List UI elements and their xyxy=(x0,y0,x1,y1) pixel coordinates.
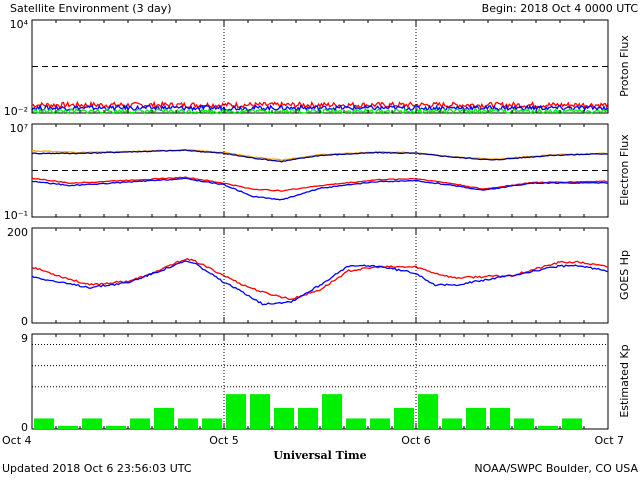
kp-bar xyxy=(418,394,438,429)
chart-title: Satellite Environment (3 day) xyxy=(10,2,172,15)
x-tick-label: Oct 6 xyxy=(401,434,431,447)
kp-bar xyxy=(250,394,270,429)
y-tick-label-top: 9 xyxy=(21,332,28,345)
kp-bar xyxy=(322,394,342,429)
kp-bar xyxy=(538,425,558,429)
credit-text: NOAA/SWPC Boulder, CO USA xyxy=(474,462,638,475)
kp-bar xyxy=(490,407,510,429)
x-axis-label: Universal Time xyxy=(273,449,366,462)
kp-bar xyxy=(82,418,102,429)
kp-panel xyxy=(31,333,609,430)
y-tick-label-bottom: 0 xyxy=(21,315,28,328)
kp-bar xyxy=(466,407,486,429)
kp-bar xyxy=(154,407,174,429)
y-tick-label-bottom: 10⁻² xyxy=(4,105,28,118)
updated-timestamp: Updated 2018 Oct 6 23:56:03 UTC xyxy=(2,462,192,475)
goes-hp-panel xyxy=(31,227,609,324)
goes-hp-series-red xyxy=(31,257,609,301)
x-tick-label: Oct 7 xyxy=(594,434,624,447)
y-tick-label-top: 200 xyxy=(7,226,28,239)
panel-ylabel: Proton Flux xyxy=(618,35,631,97)
kp-bar xyxy=(346,418,366,429)
y-tick-label-top: 10⁴ xyxy=(10,18,29,31)
kp-bar xyxy=(370,418,390,429)
kp-bar xyxy=(562,418,582,429)
kp-bar xyxy=(130,418,150,429)
panel-ylabel: GOES Hp xyxy=(618,250,631,300)
kp-bar xyxy=(514,418,534,429)
y-tick-label-top: 10⁷ xyxy=(10,122,28,135)
kp-bar xyxy=(298,407,318,429)
electron-flux-panel xyxy=(31,123,609,218)
x-tick-label: Oct 4 xyxy=(2,434,32,447)
kp-bar xyxy=(34,418,54,429)
kp-bar xyxy=(58,425,78,429)
kp-bar xyxy=(178,418,198,429)
panel-ylabel: Estimated Kp xyxy=(618,344,631,417)
goes-hp-series-blue xyxy=(31,260,609,306)
begin-date: Begin: 2018 Oct 4 0000 UTC xyxy=(482,2,639,15)
x-tick-label: Oct 5 xyxy=(209,434,239,447)
day-boundary-gridlines xyxy=(31,20,609,429)
electron-series-navy xyxy=(31,149,608,163)
kp-bar xyxy=(394,407,414,429)
kp-bar xyxy=(442,418,462,429)
kp-bar xyxy=(106,425,126,429)
kp-bar xyxy=(226,394,246,429)
y-tick-label-bottom: 0 xyxy=(21,421,28,434)
axis-labels-layer: 10⁴ 10⁻² Proton Flux 10⁷ 10⁻¹ Electron Flux 20… xyxy=(2,18,631,447)
electron-series-blue xyxy=(31,177,608,201)
panel-ylabel: Electron Flux xyxy=(618,134,631,206)
proton-flux-panel xyxy=(31,19,609,114)
y-tick-label-bottom: 10⁻¹ xyxy=(4,209,28,222)
kp-bar xyxy=(274,407,294,429)
kp-bar xyxy=(202,418,222,429)
electron-series-red xyxy=(31,176,608,192)
data-series-layer xyxy=(31,66,609,429)
